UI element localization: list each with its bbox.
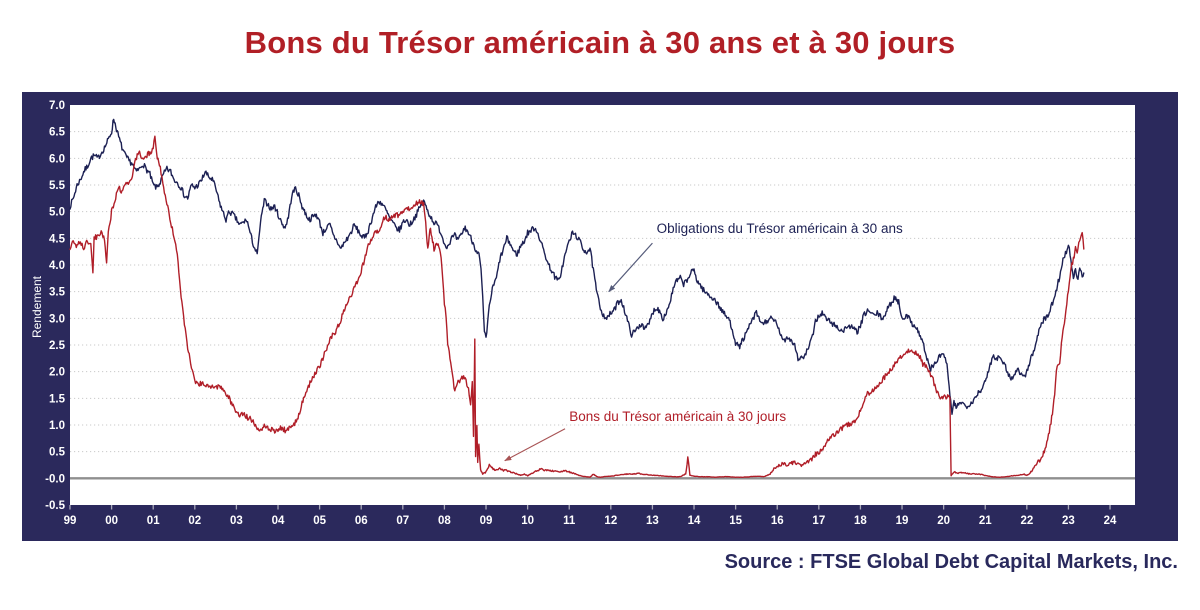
x-tick-label: 23: [1062, 515, 1075, 527]
yield-line-chart: 7.0 6.5 6.0 5.5 5.0 4.5 4.0 3.5 3.0 2.5 2.0 1.5 1.0 0…: [45, 100, 1135, 527]
x-tick-label: 21: [979, 515, 992, 527]
x-tick-label: 17: [812, 515, 825, 527]
x-tick-label: 04: [272, 515, 285, 527]
x-tick-label: 03: [230, 515, 243, 527]
x-tick-label: 07: [396, 515, 409, 527]
y-tick-label: -0.5: [45, 500, 65, 512]
plot-area: [70, 105, 1135, 505]
x-tick-label: 06: [355, 515, 368, 527]
x-tick-label: 19: [896, 515, 909, 527]
y-tick-label: 2.5: [49, 340, 66, 352]
x-tick-label: 20: [937, 515, 950, 527]
y-tick-label: 6.0: [49, 153, 65, 165]
x-tick-label: 24: [1104, 515, 1117, 527]
x-tick-label: 05: [313, 515, 326, 527]
x-tick-label: 12: [604, 515, 617, 527]
x-tick-label: 09: [480, 515, 493, 527]
y-tick-label: 3.0: [49, 313, 65, 325]
y-tick-label: 6.5: [49, 127, 66, 139]
x-tick-label: 13: [646, 515, 659, 527]
series-30yr-line: [69, 118, 1085, 415]
annotation-arrow-30day: [504, 428, 566, 462]
x-tick-label: 99: [64, 515, 77, 527]
y-tick-label: 1.5: [49, 393, 66, 405]
y-tick-label: 5.0: [49, 207, 65, 219]
x-tick-label: 10: [521, 515, 534, 527]
y-tick-label: 7.0: [49, 100, 65, 112]
annotation-arrow-30yr: [608, 242, 653, 293]
y-tick-label: -0.0: [45, 473, 65, 485]
x-tick-label: 22: [1020, 515, 1033, 527]
y-axis-label: Rendement: [30, 275, 44, 339]
y-tick-label: 3.5: [49, 287, 66, 299]
y-tick-label: 4.0: [49, 260, 65, 272]
y-tick-label: 0.5: [49, 447, 66, 459]
x-tick-label: 15: [729, 515, 742, 527]
x-tick-label: 16: [771, 515, 784, 527]
annotation-30day-bills: Bons du Trésor américain à 30 jours: [569, 409, 787, 424]
y-tick-label: 1.0: [49, 420, 65, 432]
y-tick-label: 4.5: [49, 233, 66, 245]
series-30day-line: [69, 135, 1085, 478]
x-tick-label: 00: [105, 515, 118, 527]
y-tick-label: 2.0: [49, 367, 65, 379]
y-tick-label: 5.5: [49, 180, 66, 192]
x-tick-label: 02: [188, 515, 201, 527]
chart-title: Bons du Trésor américain à 30 ans et à 3…: [244, 25, 956, 60]
chart-panel: Rendement 7.0 6.5 6.0 5.5 5.0 4.5 4.0 3.5 3.0 2.5…: [22, 92, 1178, 541]
x-tick-label: 14: [688, 515, 701, 527]
source-credit: Source : FTSE Global Debt Capital Market…: [724, 551, 1178, 573]
x-tick-label: 01: [147, 515, 160, 527]
annotation-30yr-bonds: Obligations du Trésor américain à 30 ans: [656, 221, 903, 237]
x-tick-label: 11: [563, 515, 576, 527]
x-tick-label: 18: [854, 515, 867, 527]
x-tick-label: 08: [438, 515, 451, 527]
